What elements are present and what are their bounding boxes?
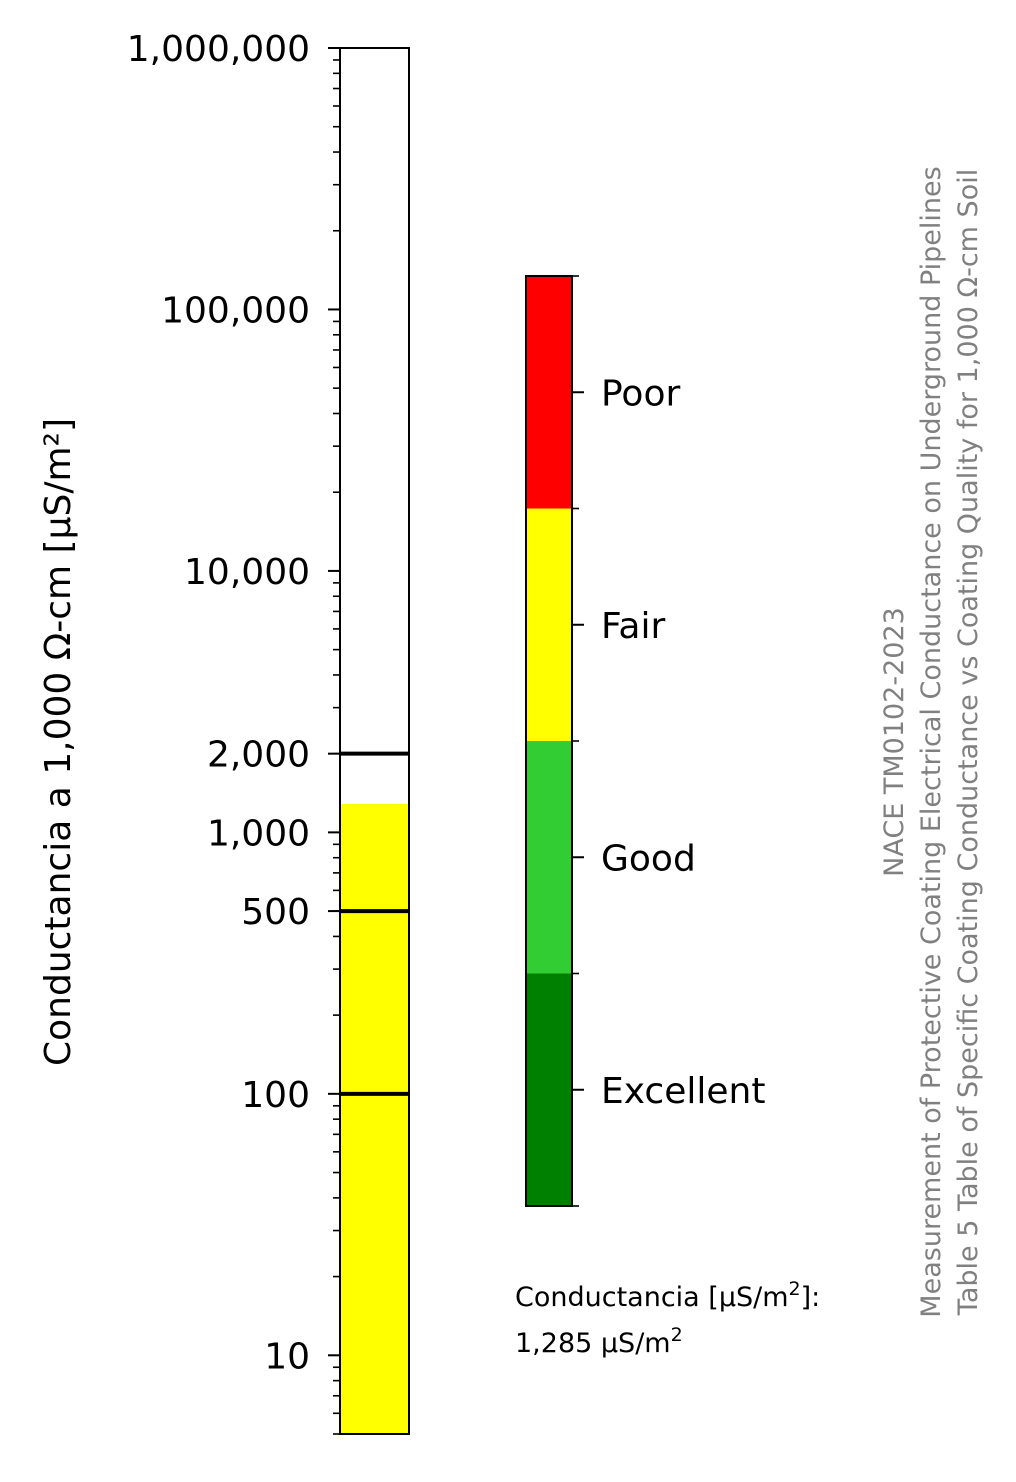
legend-label: Fair bbox=[601, 606, 665, 647]
source-title: NACE TM0102-2023 Measurement of Protecti… bbox=[879, 166, 984, 1317]
title-line-2: Measurement of Protective Coating Electr… bbox=[916, 166, 947, 1317]
annotation-label-exponent: 2 bbox=[789, 1278, 801, 1300]
main-log-axis: 10 100 500 1,000 2,000 10,000 100,000 1,000,000 bbox=[127, 29, 410, 1435]
legend-label: Poor bbox=[601, 373, 680, 414]
conductance-bar bbox=[340, 803, 409, 1434]
legend-label: Good bbox=[601, 838, 696, 879]
y-tick-label: 1,000 bbox=[207, 813, 310, 854]
coating-quality-legend: Excellent Good Fair Poor bbox=[525, 275, 765, 1207]
annotation-value-exponent: 2 bbox=[671, 1324, 683, 1346]
y-tick-label: 10 bbox=[264, 1336, 310, 1377]
legend-swatch bbox=[526, 276, 572, 509]
y-axis-title-group: Conductancia a 1,000 Ω-cm [μS/m²] bbox=[38, 418, 79, 1066]
legend-label: Excellent bbox=[601, 1071, 765, 1112]
annotation-label: Conductancia [μS/m2]: bbox=[515, 1278, 820, 1313]
annotation-label-prefix: Conductancia [μS/m bbox=[515, 1282, 789, 1313]
y-axis-title: Conductancia a 1,000 Ω-cm [μS/m²] bbox=[38, 418, 79, 1066]
conductance-annotation: Conductancia [μS/m2]: 1,285 μS/m2 bbox=[515, 1278, 820, 1359]
y-tick-label: 500 bbox=[241, 892, 310, 933]
annotation-value-text: 1,285 μS/m bbox=[515, 1328, 671, 1359]
y-tick-label: 1,000,000 bbox=[127, 29, 310, 70]
y-tick-label: 100 bbox=[241, 1075, 310, 1116]
legend-swatch bbox=[526, 973, 572, 1206]
y-tick-label: 100,000 bbox=[161, 290, 310, 331]
title-line-3: Table 5 Table of Specific Coating Conduc… bbox=[953, 169, 984, 1316]
y-tick-label: 2,000 bbox=[207, 735, 310, 776]
annotation-value: 1,285 μS/m2 bbox=[515, 1324, 683, 1359]
y-tick-label: 10,000 bbox=[184, 552, 310, 593]
annotation-label-suffix: ]: bbox=[801, 1282, 821, 1313]
legend-swatch bbox=[526, 508, 572, 741]
axis-frame bbox=[339, 47, 410, 1435]
title-line-1: NACE TM0102-2023 bbox=[879, 607, 910, 877]
legend-swatch bbox=[526, 741, 572, 974]
